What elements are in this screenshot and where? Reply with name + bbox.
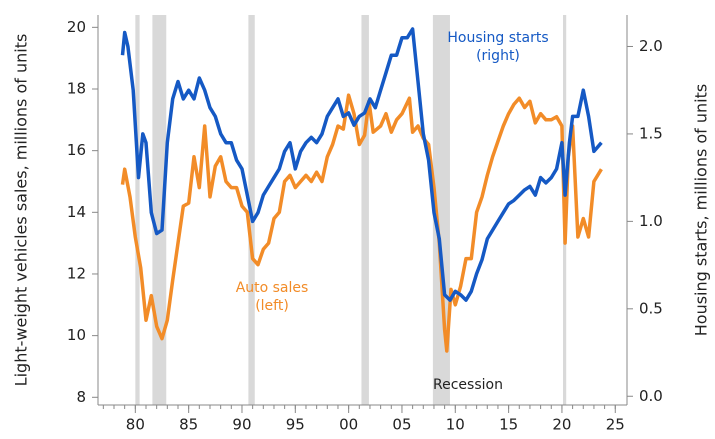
series-label: (right): [476, 48, 520, 64]
x-tick-label: 90: [232, 416, 251, 434]
y-tick-label: 16: [67, 141, 86, 159]
recession-band: [432, 15, 450, 405]
y-tick-label: 10: [67, 326, 86, 344]
x-tick-label: 00: [339, 416, 358, 434]
x-tick-label: 20: [552, 416, 571, 434]
y2-tick-label: 0.5: [639, 299, 663, 317]
y2-axis-title: Housing starts, millions of units: [692, 84, 711, 336]
y2-tick-label: 1.0: [639, 212, 663, 230]
x-tick-label: 15: [499, 416, 518, 434]
x-tick-label: 85: [179, 416, 198, 434]
y-tick-label: 20: [67, 18, 86, 36]
series-line: [120, 27, 603, 302]
y2-tick-label: 0.0: [639, 387, 663, 405]
y-tick-label: 14: [67, 203, 86, 221]
x-tick-label: 10: [446, 416, 465, 434]
series-label: Housing starts: [447, 30, 548, 46]
series-label: (left): [255, 298, 289, 314]
recession-band: [152, 15, 167, 405]
y-tick-label: 18: [67, 79, 86, 97]
x-tick-label: 05: [392, 416, 411, 434]
recession-label: Recession: [433, 377, 503, 393]
x-tick-label: 95: [286, 416, 305, 434]
y-tick-label: 12: [67, 264, 86, 282]
x-tick-label: 25: [606, 416, 625, 434]
y2-tick-label: 2.0: [639, 37, 663, 55]
x-tick-label: 80: [126, 416, 145, 434]
y2-tick-label: 1.5: [639, 124, 663, 142]
y-axis-title: Light-weight vehicles sales, millions of…: [12, 34, 31, 387]
recession-band: [135, 15, 140, 405]
y-tick-label: 8: [76, 388, 86, 406]
series-line: [120, 93, 603, 353]
series-label: Auto sales: [236, 280, 309, 296]
recession-band: [361, 15, 369, 405]
